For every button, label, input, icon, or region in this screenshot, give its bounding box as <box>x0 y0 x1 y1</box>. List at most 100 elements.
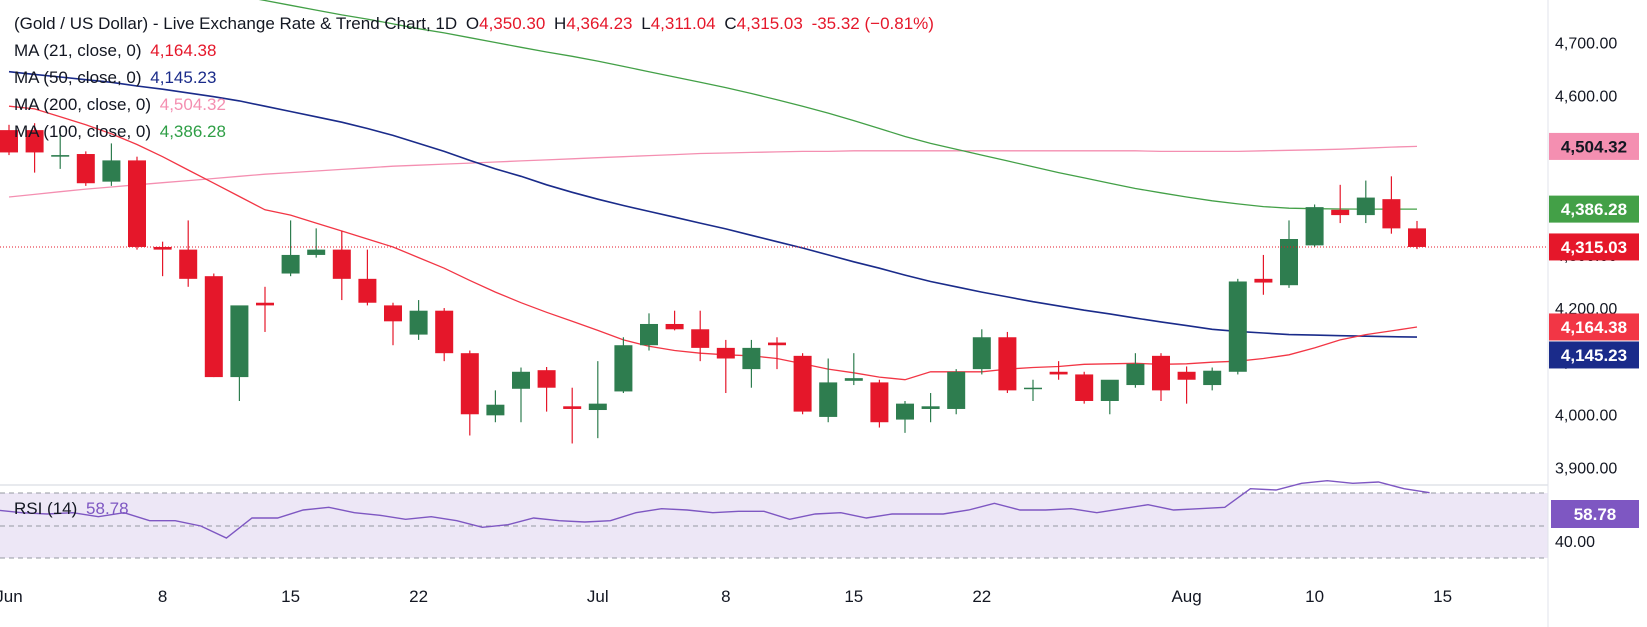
ma50-legend[interactable]: MA (50, close, 0) 4,145.23 <box>14 68 220 88</box>
candle-body <box>1305 207 1324 246</box>
ma21-legend[interactable]: MA (21, close, 0) 4,164.38 <box>14 41 220 61</box>
ma50-value: 4,145.23 <box>150 68 217 87</box>
candle <box>640 313 658 351</box>
candle-body <box>204 276 223 378</box>
candle-body <box>742 347 761 370</box>
candles <box>0 123 1426 444</box>
candle-body <box>563 406 582 409</box>
candle-body <box>102 160 121 182</box>
candle <box>1100 379 1119 415</box>
candle-body <box>691 329 710 348</box>
rsi-legend-value: 58.78 <box>86 499 129 518</box>
price-badge-bg <box>1549 233 1639 261</box>
candle-body <box>179 249 198 279</box>
ma21-label: MA (21, close, 0) <box>14 41 142 60</box>
candle <box>332 231 351 301</box>
chart-title: (Gold / US Dollar) - Live Exchange Rate … <box>14 14 458 33</box>
candle-body <box>1049 371 1068 375</box>
candle-body <box>1254 278 1273 283</box>
candle-body <box>819 382 838 417</box>
candle-body <box>1331 209 1350 216</box>
candle <box>1280 220 1298 288</box>
candle-body <box>537 370 556 388</box>
candle-body <box>1177 371 1196 380</box>
candle <box>76 151 95 186</box>
moving-averages <box>8 0 1418 381</box>
price-badge: 4,164.38 <box>1549 313 1639 341</box>
rsi-legend[interactable]: RSI (14) 58.78 <box>14 499 133 519</box>
candle <box>1382 176 1401 234</box>
candle <box>1254 254 1273 295</box>
candle <box>256 286 274 332</box>
ma200-line <box>8 145 1418 198</box>
candle-body <box>1075 374 1094 401</box>
time-tick: 22 <box>972 587 991 606</box>
candle <box>1126 353 1145 388</box>
ma100-legend[interactable]: MA (100, close, 0) 4,386.28 <box>14 122 230 142</box>
time-tick: 22 <box>409 587 428 606</box>
candle-body <box>1152 355 1170 391</box>
candle <box>204 273 223 378</box>
candle <box>1305 204 1324 247</box>
price-badge-bg <box>1549 132 1639 160</box>
candle-body <box>230 305 249 378</box>
candle <box>588 361 607 439</box>
candle-body <box>460 353 479 415</box>
candle-body <box>793 355 812 412</box>
ma50-label: MA (50, close, 0) <box>14 68 142 87</box>
time-tick: 10 <box>1305 587 1324 606</box>
high-value: 4,364.23 <box>566 14 633 33</box>
time-tick: Jun <box>0 587 23 606</box>
candle-body <box>768 342 786 346</box>
candle <box>25 123 44 173</box>
time-tick: 8 <box>721 587 730 606</box>
candle-body <box>716 347 735 359</box>
time-tick: 15 <box>281 587 300 606</box>
candle-body <box>1100 379 1119 401</box>
time-tick: Jul <box>587 587 609 606</box>
candle-body <box>998 337 1017 391</box>
candle <box>1203 367 1222 391</box>
candle <box>614 337 633 394</box>
candle <box>998 331 1017 394</box>
candle <box>1228 278 1247 375</box>
candle <box>1356 180 1375 224</box>
time-tick: 15 <box>1433 587 1452 606</box>
candle-body <box>332 249 351 279</box>
candle <box>768 337 786 370</box>
candle <box>921 393 940 423</box>
price-badge-text: 4,315.03 <box>1561 238 1627 257</box>
candle-body <box>281 254 300 274</box>
ma200-legend[interactable]: MA (200, close, 0) 4,504.32 <box>14 95 230 115</box>
price-badge: 4,145.23 <box>1549 341 1639 369</box>
candle <box>51 130 70 169</box>
candle <box>409 300 428 340</box>
rsi-line <box>0 479 1430 539</box>
candle-body <box>1280 239 1298 286</box>
candle <box>1024 379 1042 401</box>
price-badges: 4,504.32 4,386.28 4,315.03 4,164.38 4,145.23 <box>1549 132 1639 369</box>
candle-body <box>870 382 889 423</box>
candle-body <box>307 249 326 255</box>
rsi-indicator <box>0 479 1430 539</box>
price-badge-text: 4,386.28 <box>1561 200 1627 219</box>
candle <box>691 310 710 362</box>
candle <box>716 339 735 394</box>
time-axis[interactable]: Jun 8 15 22 Jul 8 15 22 Aug 10 15 <box>0 587 1452 606</box>
candle <box>793 353 812 415</box>
candle <box>819 358 838 423</box>
ma200-label: MA (200, close, 0) <box>14 95 152 114</box>
ma50-line <box>8 70 1418 338</box>
candle-body <box>1382 199 1401 229</box>
candle-body <box>1203 370 1222 386</box>
price-badge: 4,315.03 <box>1549 233 1639 261</box>
candle-body <box>896 403 914 420</box>
candle-body <box>0 130 18 153</box>
candle-body <box>409 310 428 335</box>
time-tick: 15 <box>844 587 863 606</box>
candle-body <box>972 337 991 370</box>
candle <box>1075 371 1094 404</box>
candle <box>1049 361 1068 380</box>
rsi-value-badge-text: 58.78 <box>1574 505 1617 524</box>
